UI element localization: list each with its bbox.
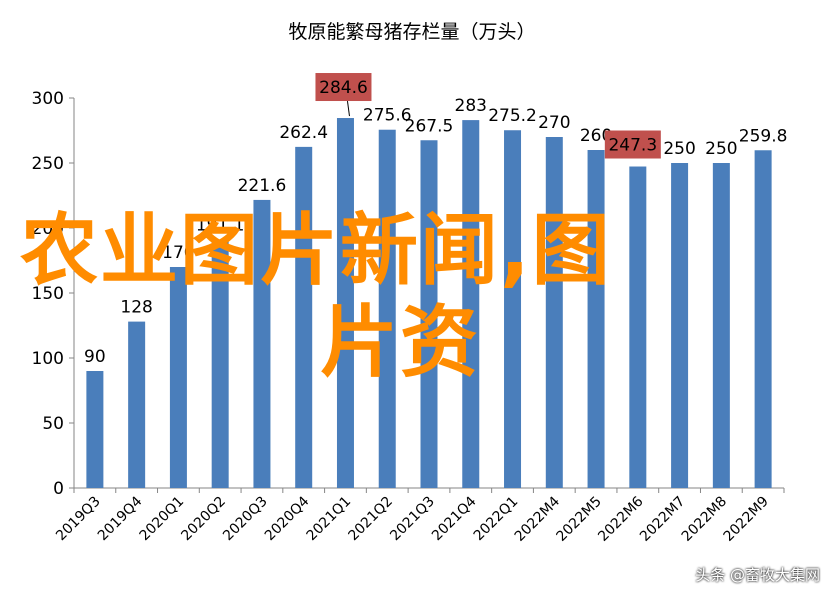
bar [712,163,730,488]
bar [587,150,605,488]
data-label: 170 [162,243,194,263]
watermark: 头条 @畜牧大集网 [695,566,820,584]
data-label: 262.4 [279,123,328,143]
y-tick-label: 100 [32,349,64,369]
overlay-caption: 农业图片新闻,图 片资 [20,205,820,389]
bar [504,130,522,489]
y-tick-label: 0 [53,479,64,499]
y-tick-label: 200 [32,219,64,239]
leader-line [346,100,350,117]
y-tick-label: 150 [32,284,64,304]
data-label: 275.2 [488,106,537,126]
x-tick-label: 2020Q1 [137,494,188,545]
x-tick-label: 2019Q4 [95,493,146,544]
bars [86,118,772,489]
bar [545,137,563,488]
data-label: 259.8 [739,126,788,146]
x-tick-label: 2021Q2 [345,494,396,545]
x-tick-label: 2020Q3 [220,494,271,545]
chart-title: 牧原能繁母猪存栏量（万头） [288,21,535,43]
x-tick-label: 2020Q4 [262,493,313,544]
y-tick-label: 50 [42,414,64,434]
data-label: 90 [84,347,106,367]
x-tick-label: 2022M8 [679,494,730,545]
x-tick-label: 2021Q4 [429,493,480,544]
bar [253,199,271,489]
bar [754,150,772,488]
y-tick-label: 250 [32,154,64,174]
overlay-line-2: 片资 [320,298,481,388]
data-label: 128 [120,298,152,318]
overlay-line-1: 农业图片新闻,图 [20,206,612,296]
x-tick-label: 2019Q3 [53,494,104,545]
bar [295,146,313,488]
x-tick-label: 2021Q1 [304,494,355,545]
data-label: 267.5 [405,116,454,136]
data-label: 191.1 [196,216,245,236]
highlight-box [315,73,372,102]
data-label: 284.6 [319,78,368,98]
x-tick-labels: 2019Q32019Q42020Q12020Q22020Q32020Q42021… [53,493,772,544]
data-label: 283 [455,96,487,116]
bar [462,120,480,488]
data-label: 250 [705,139,737,159]
x-tick-label: 2022M4 [512,493,563,544]
bar [671,163,689,488]
bar [211,239,229,488]
bar [378,129,396,488]
data-label: 250 [663,139,695,159]
bar [169,267,187,488]
bar [420,140,438,488]
data-label: 270 [538,113,570,133]
data-label: 247.3 [608,136,657,156]
data-label: 260 [580,126,612,146]
x-tick-label: 2020Q2 [178,494,229,545]
data-label: 275.6 [363,106,412,126]
x-tick-label: 2022M9 [721,494,772,545]
bar [629,166,647,488]
bar [128,321,146,488]
x-tick-label: 2022M5 [554,494,605,545]
bar [336,118,354,489]
x-tick-label: 2022M7 [637,494,688,545]
x-tick-label: 2021Q3 [387,494,438,545]
x-tick-label: 2022M6 [595,493,646,544]
y-tick-labels: 0 50 100 150 200 250 300 [32,89,64,499]
highlight-box [604,130,661,159]
data-label: 221.6 [238,176,287,196]
y-tick-label: 300 [32,89,64,109]
bar [86,371,104,488]
